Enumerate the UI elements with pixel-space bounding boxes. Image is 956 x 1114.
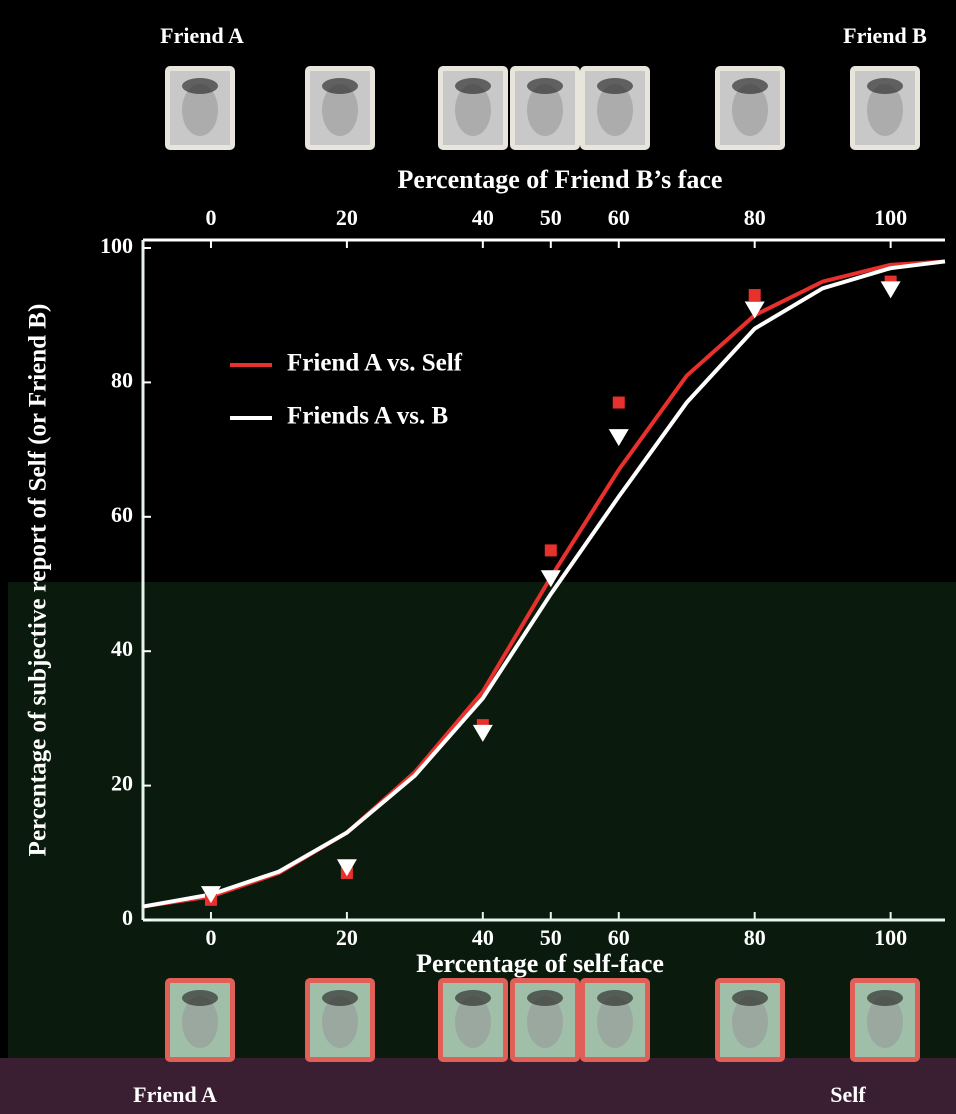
legend-label: Friend A vs. Self	[287, 350, 463, 377]
hair	[322, 990, 358, 1006]
x2-tick-label: 50	[540, 205, 562, 230]
hair	[322, 78, 358, 94]
hair	[455, 78, 491, 94]
background-bottom	[0, 1058, 956, 1114]
y-tick-label: 60	[111, 502, 133, 527]
face-thumbnails	[165, 66, 920, 1062]
face	[322, 996, 358, 1048]
x-axis-title: Percentage of self-face	[416, 949, 664, 978]
face	[732, 996, 768, 1048]
x-tick-label: 50	[540, 925, 562, 950]
point	[744, 301, 765, 319]
point	[544, 544, 557, 557]
x-tick-label: 80	[744, 925, 766, 950]
hair	[867, 990, 903, 1006]
y-axis-title: Percentage of subjective report of Self …	[25, 304, 52, 857]
hair	[182, 78, 218, 94]
point	[200, 886, 221, 904]
x-tick-label: 0	[205, 925, 216, 950]
hair	[597, 990, 633, 1006]
hair	[597, 78, 633, 94]
x-tick-label: 60	[608, 925, 630, 950]
face	[867, 84, 903, 136]
point	[540, 570, 561, 588]
x2-tick-label: 60	[608, 205, 630, 230]
face	[455, 84, 491, 136]
hair	[455, 990, 491, 1006]
y-tick-label: 20	[111, 771, 133, 796]
x2-tick-label: 20	[336, 205, 358, 230]
face	[867, 996, 903, 1048]
face	[322, 84, 358, 136]
hair	[867, 78, 903, 94]
point	[748, 289, 761, 302]
face	[527, 84, 563, 136]
x2-axis-title: Percentage of Friend B’s face	[398, 165, 723, 194]
y-tick-label: 100	[100, 233, 133, 258]
hair	[527, 990, 563, 1006]
bottom-right-label: Self	[830, 1082, 866, 1107]
face	[182, 84, 218, 136]
x-tick-label: 20	[336, 925, 358, 950]
top-right-label: Friend B	[843, 23, 927, 48]
curve	[142, 259, 946, 909]
hair	[732, 990, 768, 1006]
x-tick-label: 40	[472, 925, 494, 950]
face	[527, 996, 563, 1048]
x2-tick-label: 40	[472, 205, 494, 230]
y-tick-label: 80	[111, 367, 133, 392]
y-tick-label: 40	[111, 636, 133, 661]
face	[455, 996, 491, 1048]
x2-tick-label: 100	[874, 205, 907, 230]
hair	[527, 78, 563, 94]
x-tick-label: 100	[874, 925, 907, 950]
point	[612, 396, 625, 409]
top-left-label: Friend A	[160, 23, 244, 48]
point	[880, 281, 901, 299]
face	[182, 996, 218, 1048]
point	[472, 724, 493, 742]
hair	[732, 78, 768, 94]
face	[597, 996, 633, 1048]
y-tick-label: 0	[122, 905, 133, 930]
hair	[182, 990, 218, 1006]
face	[732, 84, 768, 136]
legend-label: Friends A vs. B	[287, 403, 448, 430]
x2-tick-label: 0	[205, 205, 216, 230]
point	[336, 859, 357, 877]
face	[597, 84, 633, 136]
x2-tick-label: 80	[744, 205, 766, 230]
bottom-left-label: Friend A	[133, 1082, 217, 1107]
point	[608, 429, 629, 447]
